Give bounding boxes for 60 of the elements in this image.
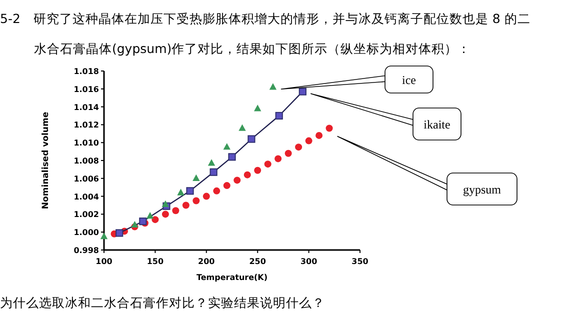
text: 为什么选取冰和二水合石膏作对比？实验结果说明什么？ [0, 294, 326, 312]
y-tick-label: 1.012 [74, 120, 99, 130]
point [177, 188, 184, 196]
x-axis-title: Temperature(K) [196, 273, 268, 282]
point [192, 197, 200, 204]
text: gypsum [462, 182, 502, 196]
point [186, 187, 194, 195]
point [210, 168, 218, 176]
y-tick-label: 1.002 [74, 210, 99, 220]
y-tick-label: 1.004 [74, 192, 100, 202]
point [223, 182, 230, 190]
point [264, 160, 272, 168]
y-tick-label: 1.018 [74, 67, 100, 76]
x-tick-label: 350 [352, 257, 369, 266]
point [295, 144, 302, 151]
point [162, 210, 169, 218]
point [269, 83, 277, 90]
point [274, 155, 282, 162]
point [100, 232, 108, 240]
y-tick-label: 0.998 [74, 246, 100, 255]
point [152, 216, 159, 224]
point [238, 124, 246, 131]
y-tick-label: 1.014 [74, 102, 100, 112]
y-tick-label: 1.006 [74, 174, 100, 184]
x-tick-label: 150 [146, 257, 164, 266]
point [254, 166, 262, 174]
point [248, 135, 256, 143]
point [182, 202, 190, 209]
point [116, 229, 124, 237]
y-tick-label: 1.008 [74, 156, 100, 166]
point [228, 153, 236, 161]
point [298, 88, 306, 96]
point [172, 207, 180, 214]
point [284, 150, 292, 157]
y-axis-title: Nominalised volume [41, 112, 51, 210]
point [275, 112, 283, 120]
y-tick-label: 1.016 [74, 84, 100, 94]
text: ikaite [424, 118, 450, 132]
point [208, 159, 216, 166]
point [162, 200, 170, 207]
text: 5-2 研究了这种晶体在加压下受热膨胀体积增大的情形，并与冰及钙离子配位数也是 8 的二水合石膏晶体(gypsum)作了对比，结果如下图所示（纵坐标为相对体积）： [0, 11, 530, 56]
point [244, 171, 251, 178]
point [305, 137, 312, 144]
point [192, 174, 200, 181]
point [316, 132, 323, 139]
x-tick-label: 300 [300, 257, 318, 266]
y-tick-label: 1.000 [74, 228, 100, 238]
point [131, 220, 138, 228]
y-tick-label: 1.010 [74, 138, 100, 148]
text: ice [402, 73, 416, 87]
point [223, 143, 230, 150]
x-tick-label: 200 [198, 257, 216, 266]
point [213, 187, 220, 194]
point [146, 212, 154, 219]
x-tick-label: 250 [249, 257, 266, 266]
x-tick-label: 100 [96, 257, 113, 266]
point [254, 104, 262, 112]
point [234, 176, 241, 184]
point [326, 124, 333, 132]
point [202, 192, 210, 200]
